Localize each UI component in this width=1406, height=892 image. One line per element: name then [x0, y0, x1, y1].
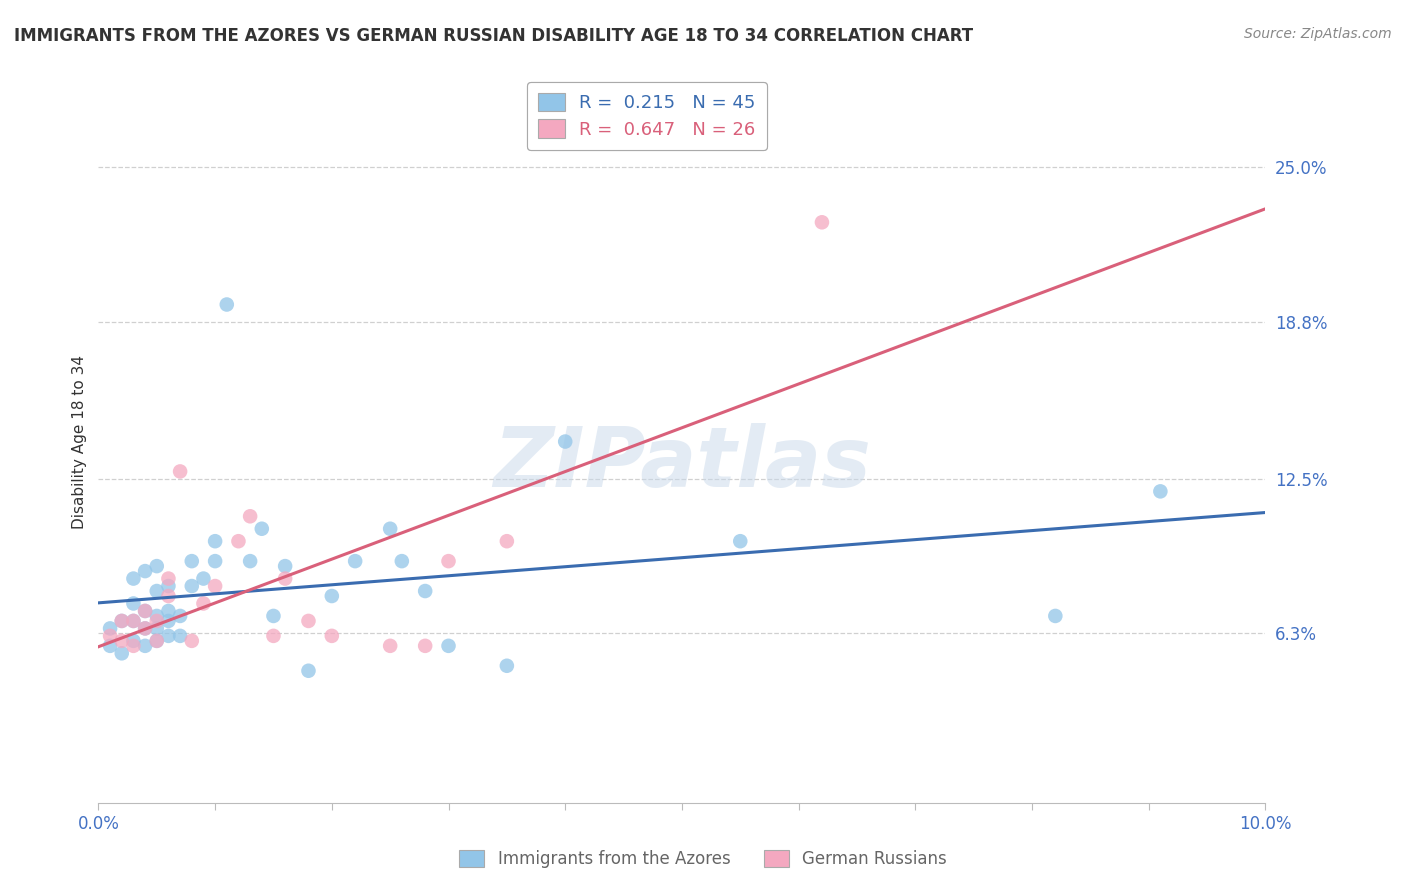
Point — [321, 629, 343, 643]
Point — [215, 297, 238, 311]
Point — [169, 629, 191, 643]
Point — [111, 633, 134, 648]
Text: Source: ZipAtlas.com: Source: ZipAtlas.com — [1244, 27, 1392, 41]
Point — [250, 522, 273, 536]
Point — [157, 604, 180, 618]
Point — [180, 554, 202, 568]
Point — [134, 621, 156, 635]
Point — [274, 559, 297, 574]
Point — [146, 559, 169, 574]
Point — [180, 579, 202, 593]
Point — [122, 614, 145, 628]
Point — [262, 629, 284, 643]
Point — [274, 572, 297, 586]
Point — [811, 215, 834, 229]
Point — [146, 633, 169, 648]
Point — [380, 639, 402, 653]
Point — [554, 434, 576, 449]
Point — [204, 534, 226, 549]
Point — [496, 534, 519, 549]
Point — [239, 509, 262, 524]
Point — [134, 604, 156, 618]
Point — [193, 572, 215, 586]
Point — [157, 614, 180, 628]
Point — [380, 522, 402, 536]
Point — [437, 639, 460, 653]
Point — [1149, 484, 1171, 499]
Point — [134, 639, 156, 653]
Point — [169, 609, 191, 624]
Point — [122, 639, 145, 653]
Point — [228, 534, 250, 549]
Point — [157, 629, 180, 643]
Point — [391, 554, 413, 568]
Point — [413, 584, 436, 599]
Point — [134, 564, 156, 578]
Point — [180, 633, 202, 648]
Y-axis label: Disability Age 18 to 34: Disability Age 18 to 34 — [72, 354, 87, 529]
Point — [146, 609, 169, 624]
Point — [157, 579, 180, 593]
Point — [193, 597, 215, 611]
Point — [321, 589, 343, 603]
Point — [146, 621, 169, 635]
Point — [98, 629, 121, 643]
Point — [122, 614, 145, 628]
Point — [98, 621, 121, 635]
Point — [98, 639, 121, 653]
Point — [730, 534, 752, 549]
Legend: Immigrants from the Azores, German Russians: Immigrants from the Azores, German Russi… — [453, 843, 953, 875]
Point — [437, 554, 460, 568]
Point — [122, 597, 145, 611]
Point — [111, 646, 134, 660]
Point — [297, 664, 319, 678]
Point — [111, 614, 134, 628]
Point — [146, 614, 169, 628]
Point — [169, 465, 191, 479]
Point — [111, 614, 134, 628]
Text: IMMIGRANTS FROM THE AZORES VS GERMAN RUSSIAN DISABILITY AGE 18 TO 34 CORRELATION: IMMIGRANTS FROM THE AZORES VS GERMAN RUS… — [14, 27, 973, 45]
Point — [122, 633, 145, 648]
Point — [297, 614, 319, 628]
Point — [413, 639, 436, 653]
Point — [146, 633, 169, 648]
Point — [134, 621, 156, 635]
Point — [157, 572, 180, 586]
Point — [204, 554, 226, 568]
Point — [262, 609, 284, 624]
Point — [496, 658, 519, 673]
Point — [344, 554, 367, 568]
Legend: R =  0.215   N = 45, R =  0.647   N = 26: R = 0.215 N = 45, R = 0.647 N = 26 — [527, 82, 766, 150]
Point — [1045, 609, 1067, 624]
Point — [134, 604, 156, 618]
Point — [157, 589, 180, 603]
Point — [122, 572, 145, 586]
Point — [239, 554, 262, 568]
Point — [146, 584, 169, 599]
Point — [204, 579, 226, 593]
Text: ZIPatlas: ZIPatlas — [494, 423, 870, 504]
